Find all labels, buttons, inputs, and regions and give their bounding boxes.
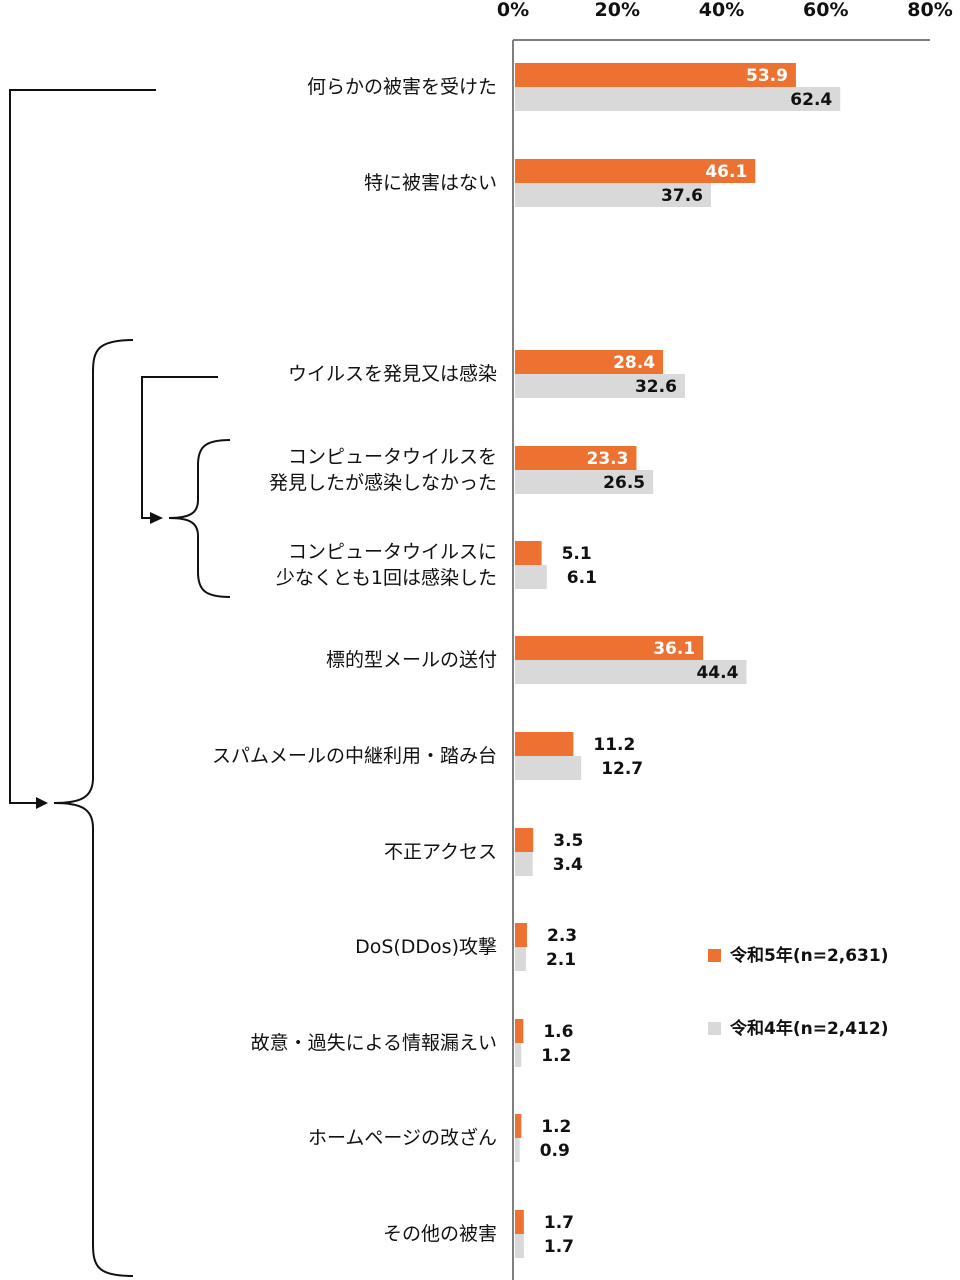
value-label-r4: 2.1 [546,950,576,970]
category-label: 特に被害はない [363,172,497,194]
bar-r5 [515,63,796,87]
value-label-r4: 1.2 [541,1046,571,1066]
value-label-r4: 62.4 [790,90,832,110]
value-label-r5: 28.4 [613,353,655,373]
value-label-r4: 37.6 [661,186,703,206]
bar-r5 [515,159,756,183]
bar-r4 [515,947,526,971]
value-label-r4: 3.4 [553,855,583,875]
legend-label-r5: 令和5年(n=2,631) [730,946,889,966]
bar-r5 [515,1114,522,1138]
bar-r5 [515,541,542,565]
bar-r4 [515,87,841,111]
legend-item-r4: 令和4年(n=2,412) [708,1014,889,1039]
bar-r4 [515,1138,520,1162]
category-label: 故意・過失による情報漏えい [250,1032,497,1054]
x-tick-label: 20% [595,0,640,21]
value-label-r5: 2.3 [547,926,577,946]
x-axis-ticks: 0% 20% 40% 60% 80% [497,0,953,21]
bar-r5 [515,732,574,756]
category-label: DoS(DDos)攻撃 [355,936,497,958]
category-label: 何らかの被害を受けた [306,76,497,98]
category-label: コンピュータウイルスに 少なくとも1回は感染した [275,541,497,589]
legend-swatch-r5 [708,949,721,962]
x-tick-label: 0% [497,0,529,21]
value-labels: 53.9 46.1 28.4 23.3 5.1 36.1 11.2 3.5 2.3 1.6 1.2 1… [540,66,833,1257]
value-label-r4: 6.1 [567,568,597,588]
value-label-r4: 32.6 [635,377,677,397]
value-label-r5: 23.3 [586,449,628,469]
x-tick-label: 60% [803,0,848,21]
value-label-r5: 53.9 [746,66,788,86]
bar-r4 [515,565,547,589]
value-label-r5: 46.1 [705,162,747,182]
category-label: 標的型メールの送付 [325,649,497,671]
bar-r5 [515,1210,524,1234]
value-label-r5: 1.2 [541,1117,571,1137]
outer-connector-arrow [36,797,48,809]
legend-swatch-r4 [708,1022,721,1035]
bar-r5 [515,350,664,374]
value-label-r4: 12.7 [601,759,643,779]
bar-r4 [515,1043,522,1067]
bar-r5 [515,1019,524,1043]
value-label-r4: 26.5 [603,473,645,493]
bar-r4 [515,183,711,207]
bracket-connectors [9,89,231,1277]
inner-connector-line [141,376,218,519]
bar-r5 [515,636,704,660]
x-tick-label: 80% [907,0,952,21]
value-label-r4: 44.4 [696,663,738,683]
value-label-r5: 36.1 [653,639,695,659]
x-tick-label: 40% [699,0,744,21]
bar-r4 [515,756,582,780]
outer-connector-line [9,89,156,804]
category-label: コンピュータウイルスを 発見したが感染しなかった [268,446,497,494]
bar-r5 [515,446,637,470]
bar-r4 [515,660,747,684]
category-label: ホームページの改ざん [307,1127,497,1149]
legend-label-r4: 令和4年(n=2,412) [730,1019,889,1039]
inner-curly-brace [168,439,231,598]
value-label-r4: 0.9 [540,1141,570,1161]
bar-r4 [515,470,654,494]
value-label-r5: 1.6 [543,1022,573,1042]
legend-item-r5: 令和5年(n=2,631) [708,941,889,966]
value-label-r5: 5.1 [562,544,592,564]
bar-r5 [515,828,534,852]
inner-connector-arrow [150,512,163,524]
value-label-r4: 1.7 [544,1237,574,1257]
category-label: 不正アクセス [383,841,497,863]
category-label: スパムメールの中継利用・踏み台 [211,745,497,767]
bar-r5 [515,923,527,947]
bar-r4 [515,852,533,876]
bar-r4 [515,1234,524,1258]
bars [515,63,841,1258]
outer-curly-brace [53,339,134,1277]
category-label: その他の被害 [382,1223,497,1245]
value-label-r5: 11.2 [593,735,635,755]
value-label-r5: 1.7 [544,1213,574,1233]
bar-r4 [515,374,685,398]
category-label: ウイルスを発見又は感染 [287,363,497,385]
value-label-r5: 3.5 [553,831,583,851]
